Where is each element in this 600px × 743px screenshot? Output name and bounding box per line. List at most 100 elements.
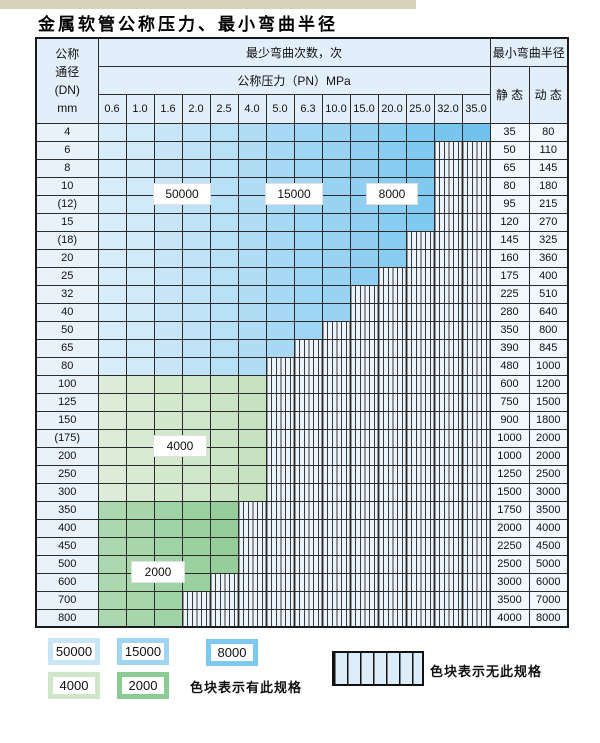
no-spec-hatch-cell xyxy=(461,500,491,520)
no-spec-hatch-cell xyxy=(433,428,463,448)
spec-table-wrap: 公称 通径 (DN) mm 最少弯曲次数，次 最小弯曲半径 公称压力（PN）MP… xyxy=(35,37,569,628)
table-row-dn-40: 40 280 640 xyxy=(35,302,569,322)
pressure-col-15.0: 15.0 xyxy=(349,93,379,124)
no-spec-hatch-cell xyxy=(377,374,407,394)
table-row-dn-300: 300 1500 3000 xyxy=(35,482,569,502)
spec-cell xyxy=(125,446,155,466)
no-spec-hatch-cell xyxy=(405,302,435,322)
no-spec-hatch-cell xyxy=(461,374,491,394)
dn-label: 300 xyxy=(35,482,99,502)
dynamic-radius-value: 360 xyxy=(528,248,569,268)
no-spec-hatch-cell xyxy=(321,554,351,574)
spec-cell xyxy=(125,230,155,250)
static-radius-value: 160 xyxy=(489,248,530,268)
no-spec-hatch-cell xyxy=(433,176,463,196)
no-spec-hatch-cell xyxy=(265,554,295,574)
no-spec-hatch-cell xyxy=(377,284,407,304)
spec-cell xyxy=(237,140,267,160)
no-spec-hatch-cell xyxy=(405,482,435,502)
spec-cell xyxy=(265,266,295,286)
spec-cell xyxy=(153,518,183,538)
spec-cell xyxy=(209,518,239,538)
spec-cell xyxy=(97,176,127,196)
spec-cell xyxy=(181,500,211,520)
spec-cell xyxy=(125,140,155,160)
spec-cell xyxy=(125,374,155,394)
spec-cell xyxy=(265,302,295,322)
spec-cell xyxy=(125,122,155,142)
legend-swatch-4000: 4000 xyxy=(48,672,100,699)
spec-cell xyxy=(125,428,155,448)
no-spec-hatch-cell xyxy=(461,140,491,160)
table-row-dn-8: 8 65 145 xyxy=(35,158,569,178)
no-spec-hatch-cell xyxy=(377,500,407,520)
spec-cell xyxy=(181,356,211,376)
no-spec-hatch-cell xyxy=(405,392,435,412)
no-spec-hatch-cell xyxy=(349,428,379,448)
no-spec-hatch-cell xyxy=(349,410,379,430)
no-spec-hatch-cell xyxy=(377,536,407,556)
spec-cell xyxy=(97,428,127,448)
spec-cell xyxy=(209,284,239,304)
spec-cell xyxy=(97,248,127,268)
spec-cell xyxy=(181,302,211,322)
legend-no-spec-text: 色块表示无此规格 xyxy=(430,664,543,679)
no-spec-hatch-cell xyxy=(349,392,379,412)
spec-cell xyxy=(97,572,127,592)
spec-cell xyxy=(181,518,211,538)
spec-grid-body: 4 35 80 6 50 110 8 65 145 10 80 180 (12) 95 215 15 120 27… xyxy=(35,122,569,628)
no-spec-hatch-cell xyxy=(321,482,351,502)
spec-cell xyxy=(181,212,211,232)
spec-cell xyxy=(209,158,239,178)
spec-cell xyxy=(181,464,211,484)
dynamic-radius-value: 1800 xyxy=(528,410,569,430)
spec-cell xyxy=(97,194,127,214)
spec-cell xyxy=(125,500,155,520)
nominal-pressure-header: 公称压力（PN）MPa xyxy=(97,65,491,95)
spec-cell xyxy=(265,158,295,178)
no-spec-hatch-cell xyxy=(461,428,491,448)
table-row-dn-500: 500 2500 5000 xyxy=(35,554,569,574)
spec-cell xyxy=(153,464,183,484)
spec-cell xyxy=(265,212,295,232)
spec-cell xyxy=(321,248,351,268)
spec-cell xyxy=(209,230,239,250)
table-row-dn-65: 65 390 845 xyxy=(35,338,569,358)
dn-label: 40 xyxy=(35,302,99,322)
top-decor-strip xyxy=(0,0,416,9)
spec-cell xyxy=(209,248,239,268)
static-radius-value: 900 xyxy=(489,410,530,430)
pressure-col-2.0: 2.0 xyxy=(181,93,211,124)
no-spec-hatch-cell xyxy=(461,446,491,466)
no-spec-hatch-cell xyxy=(405,248,435,268)
no-spec-hatch-cell xyxy=(405,446,435,466)
dn-label: 20 xyxy=(35,248,99,268)
spec-cell xyxy=(97,338,127,358)
spec-cell xyxy=(97,554,127,574)
dynamic-radius-value: 1000 xyxy=(528,356,569,376)
no-spec-hatch-cell xyxy=(377,518,407,538)
dn-label: 100 xyxy=(35,374,99,394)
no-spec-hatch-cell xyxy=(349,302,379,322)
no-spec-hatch-cell xyxy=(321,572,351,592)
spec-cell xyxy=(125,608,155,628)
table-row-dn-6: 6 50 110 xyxy=(35,140,569,160)
no-spec-hatch-cell xyxy=(265,446,295,466)
static-radius-value: 3000 xyxy=(489,572,530,592)
no-spec-hatch-cell xyxy=(405,284,435,304)
no-spec-hatch-cell xyxy=(377,338,407,358)
no-spec-hatch-cell xyxy=(433,266,463,286)
spec-cell xyxy=(209,554,239,574)
spec-cell xyxy=(349,140,379,160)
dn-label: 700 xyxy=(35,590,99,610)
dn-label: 50 xyxy=(35,320,99,340)
spec-cell xyxy=(265,284,295,304)
no-spec-hatch-cell xyxy=(405,266,435,286)
spec-cell xyxy=(153,356,183,376)
static-radius-value: 3500 xyxy=(489,590,530,610)
dynamic-radius-value: 110 xyxy=(528,140,569,160)
pressure-col-6.3: 6.3 xyxy=(293,93,323,124)
spec-cell xyxy=(461,122,491,142)
spec-cell xyxy=(125,284,155,304)
no-spec-hatch-cell xyxy=(461,536,491,556)
